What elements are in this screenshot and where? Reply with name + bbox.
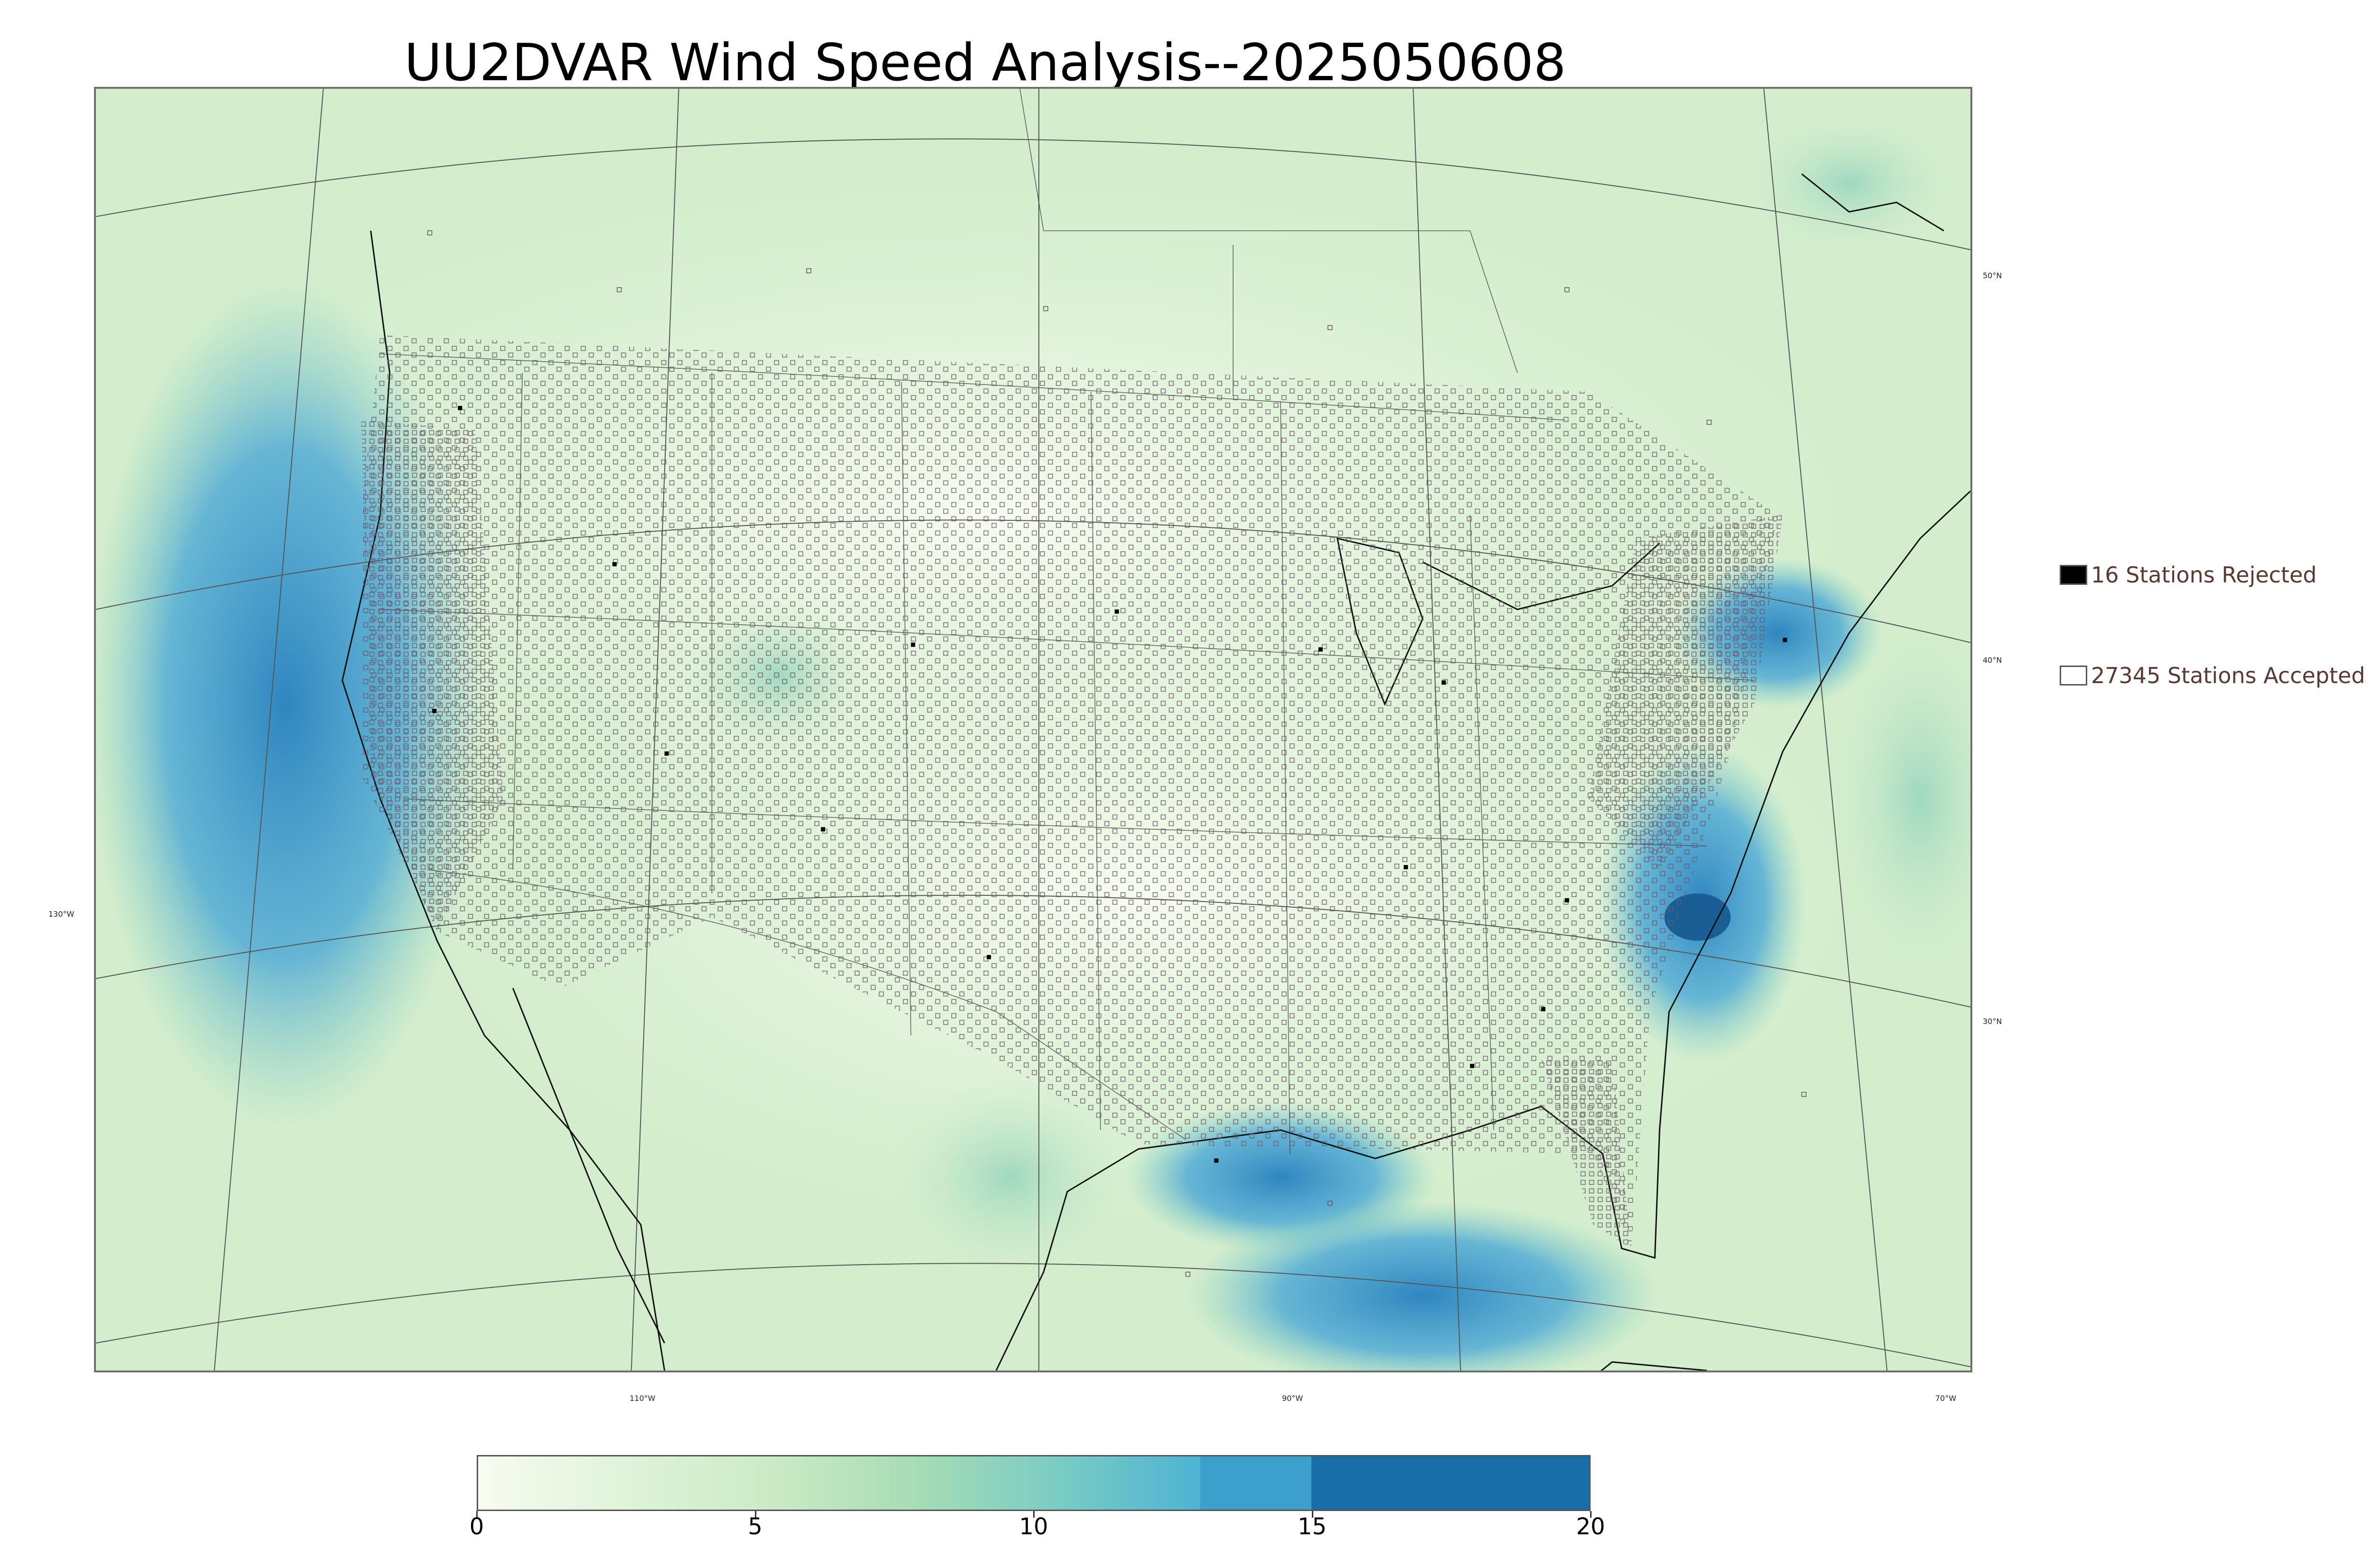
rejected-station-markers (432, 406, 1787, 1163)
colorbar-segment (1200, 1456, 1311, 1510)
page-title: UU2DVAR Wind Speed Analysis--2025050608 (404, 33, 1566, 93)
colorbar-tick (1590, 1511, 1592, 1518)
legend-rejected: 16 Stations Rejected (2060, 562, 2317, 588)
rejected-swatch (2060, 565, 2087, 585)
legend-rejected-label: 16 Stations Rejected (2091, 562, 2317, 588)
lon-label-90w: 90°W (1282, 1394, 1303, 1403)
colorbar-tick-label: 5 (748, 1513, 763, 1540)
colorbar-tick-label: 15 (1297, 1513, 1327, 1540)
colorbar-tick-label: 20 (1576, 1513, 1605, 1540)
station-markers (361, 335, 1783, 1249)
legend-accepted-label: 27345 Stations Accepted (2091, 663, 2365, 688)
map-canvas (96, 89, 1970, 1371)
lat-label-50n: 50°N (1983, 271, 2002, 280)
colorbar-tick-label: 0 (469, 1513, 484, 1540)
colorbar-segment (1311, 1456, 1589, 1510)
lat-label-40n: 40°N (1983, 656, 2002, 665)
lon-label-130w: 130°W (48, 910, 75, 919)
colorbar-tick-label: 10 (1019, 1513, 1048, 1540)
accepted-swatch (2060, 666, 2087, 685)
sparse-station-markers (427, 230, 1807, 1277)
lon-label-70w: 70°W (1935, 1394, 1957, 1403)
legend-accepted: 27345 Stations Accepted (2060, 663, 2365, 688)
colorbar-tick (1033, 1511, 1035, 1518)
wind-speed-colorbar (477, 1455, 1591, 1511)
lon-label-110w: 110°W (630, 1394, 656, 1403)
lat-label-30n: 30°N (1983, 1017, 2002, 1026)
colorbar-segment (478, 1456, 1200, 1510)
colorbar-tick (476, 1511, 478, 1518)
wind-speed-map (94, 87, 1972, 1372)
colorbar-tick (754, 1511, 756, 1518)
colorbar-tick (1311, 1511, 1313, 1518)
